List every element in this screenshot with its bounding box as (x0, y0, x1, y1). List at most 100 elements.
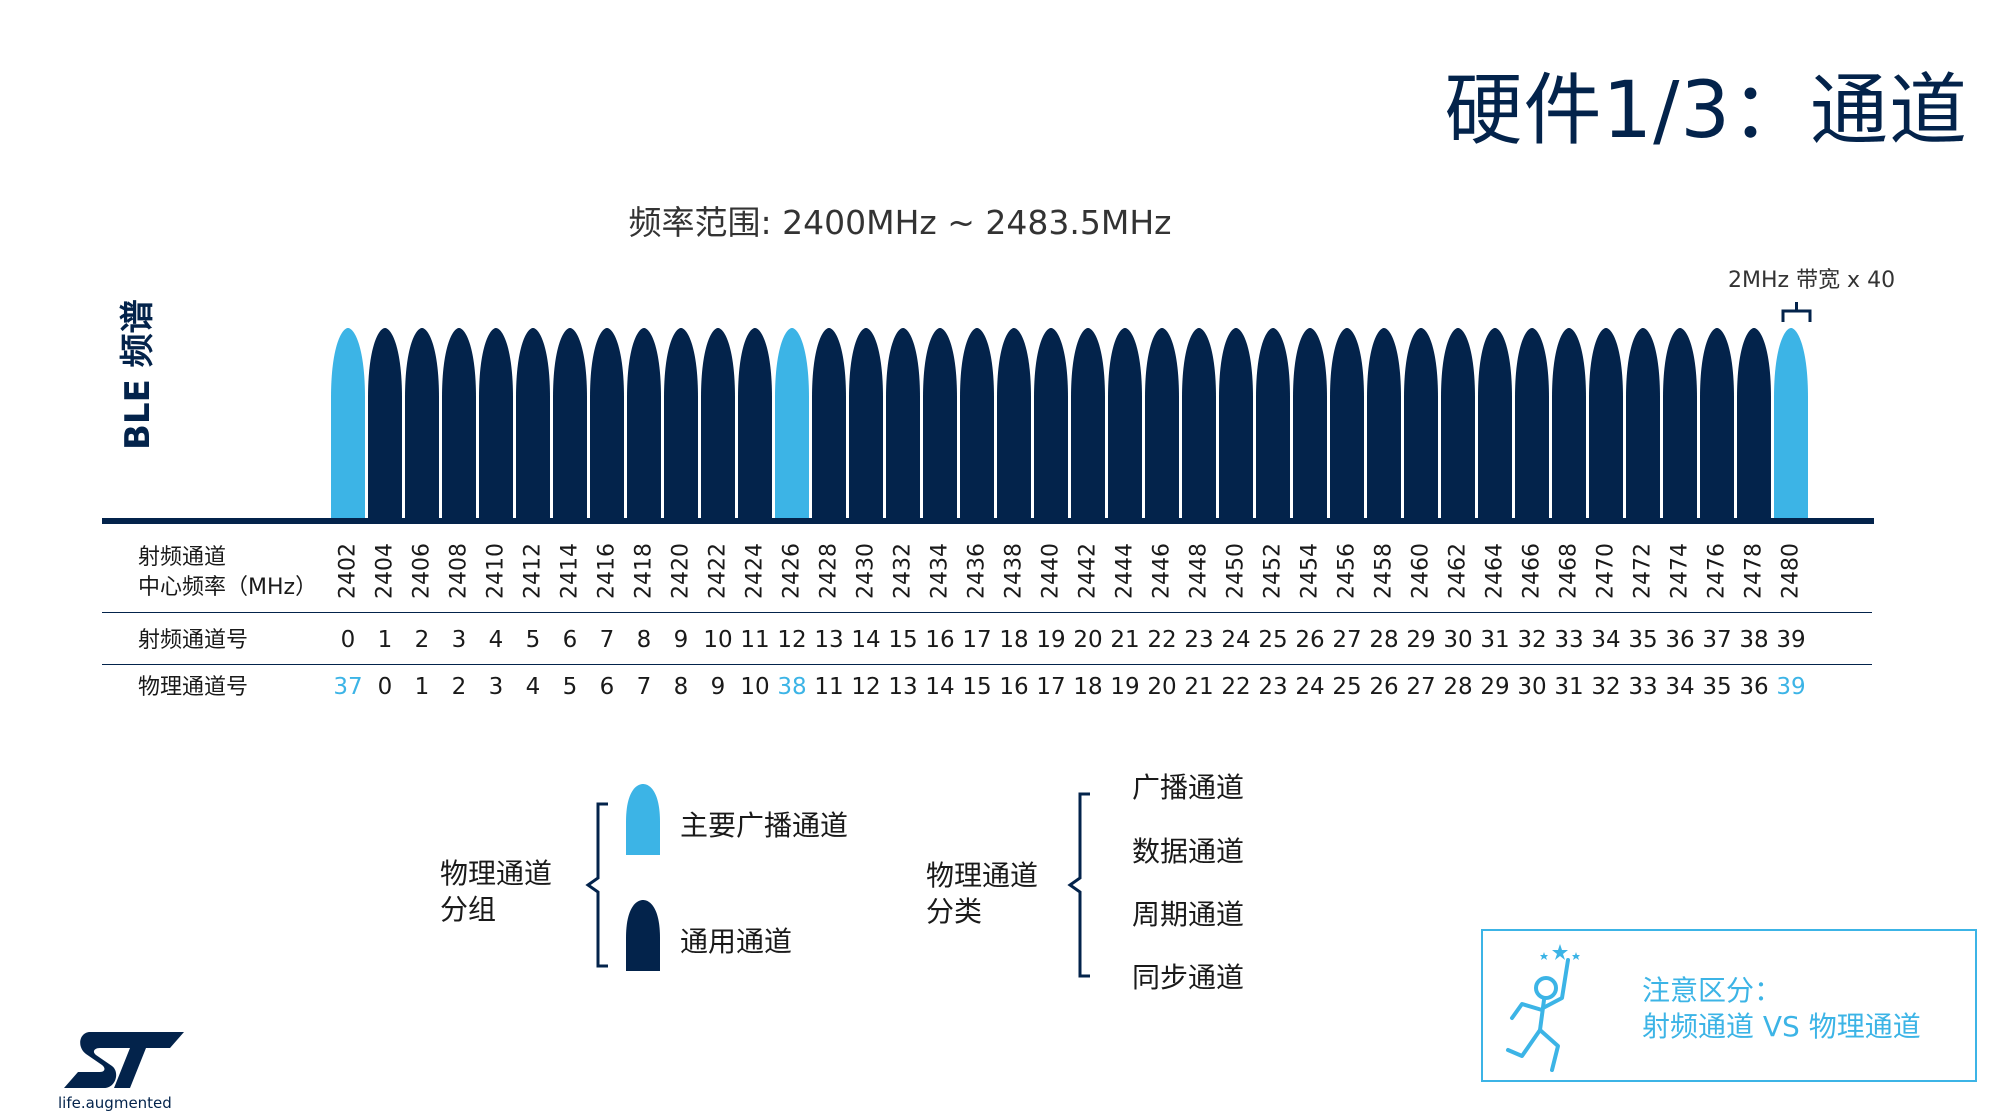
general-channel-lobe (516, 328, 550, 520)
rf-channel-number: 5 (525, 627, 541, 653)
general-channel-lobe (1034, 328, 1068, 520)
center-freq-value: 2454 (1297, 543, 1323, 599)
general-channel-lobe (627, 328, 661, 520)
rf-channel-number: 19 (1036, 627, 1066, 653)
center-freq-cell: 2422 (700, 540, 737, 602)
center-freq-cell: 2406 (404, 540, 441, 602)
center-freq-value: 2468 (1556, 543, 1582, 599)
center-freq-cell: 2440 (1033, 540, 1070, 602)
physical-channel-number: 5 (562, 674, 578, 700)
physical-channel-number: 20 (1147, 674, 1177, 700)
general-channel-lobe (701, 328, 735, 520)
general-channel-lobe (960, 328, 994, 520)
general-channel-lobe (368, 328, 402, 520)
general-channel-lobe (1108, 328, 1142, 520)
center-freq-value: 2420 (668, 543, 694, 599)
center-freq-cell: 2458 (1366, 540, 1403, 602)
rf-channel-number: 17 (962, 627, 992, 653)
center-freq-value: 2426 (779, 543, 805, 599)
physical-channel-number: 7 (636, 674, 652, 700)
center-freq-cell: 2450 (1218, 540, 1255, 602)
center-freq-row-label: 射频通道 中心频率（MHz） (138, 543, 317, 603)
rf-channel-number: 28 (1369, 627, 1399, 653)
center-freq-cell: 2426 (774, 540, 811, 602)
general-channel-lobe (1071, 328, 1105, 520)
rf-channel-row-label: 射频通道号 (138, 628, 249, 653)
physical-channel-number: 14 (925, 674, 955, 700)
class-item-advertising: 广播通道 (1132, 771, 1245, 804)
center-freq-cell: 2430 (848, 540, 885, 602)
rf-channel-number: 8 (636, 627, 652, 653)
grouping-brace-icon (585, 802, 608, 968)
advertising-channel-lobe (331, 328, 365, 520)
center-freq-cell: 2444 (1107, 540, 1144, 602)
primary-adv-label: 主要广播通道 (680, 809, 849, 842)
center-freq-cell: 2420 (663, 540, 700, 602)
general-channel-lobe (1293, 328, 1327, 520)
center-freq-value: 2466 (1519, 543, 1545, 599)
rf-channel-number: 30 (1443, 627, 1473, 653)
rf-channel-number: 10 (703, 627, 733, 653)
rf-channel-number: 15 (888, 627, 918, 653)
general-channel-lobe (849, 328, 883, 520)
physical-channel-number: 26 (1369, 674, 1399, 700)
rf-channel-number: 6 (562, 627, 578, 653)
physical-channel-number: 33 (1628, 674, 1658, 700)
physical-channel-number: 17 (1036, 674, 1066, 700)
page-title: 硬件1/3：通道 (1444, 66, 1968, 156)
physical-channel-number: 35 (1702, 674, 1732, 700)
center-freq-value: 2446 (1149, 543, 1175, 599)
rf-channel-number: 11 (740, 627, 770, 653)
physical-channel-number: 18 (1073, 674, 1103, 700)
physical-channel-number: 12 (851, 674, 881, 700)
row-divider (102, 612, 1872, 613)
rf-channel-number: 33 (1554, 627, 1584, 653)
rf-channel-number: 21 (1110, 627, 1140, 653)
physical-channel-number: 19 (1110, 674, 1140, 700)
center-freq-cell: 2402 (330, 540, 367, 602)
physical-channel-number: 10 (740, 674, 770, 700)
physical-channel-number: 32 (1591, 674, 1621, 700)
figure-stars-icon (1506, 944, 1580, 1072)
physical-channel-number: 30 (1517, 674, 1547, 700)
general-channel-lobe (1404, 328, 1438, 520)
frequency-range-text: 频率范围: 2400MHz ~ 2483.5MHz (628, 203, 1172, 242)
rf-channel-number: 35 (1628, 627, 1658, 653)
center-freq-cell: 2464 (1477, 540, 1514, 602)
center-freq-cell: 2446 (1144, 540, 1181, 602)
general-channel-lobe (1552, 328, 1586, 520)
physical-channel-number: 36 (1739, 674, 1769, 700)
general-channel-lobe (1589, 328, 1623, 520)
center-freq-value: 2458 (1371, 543, 1397, 599)
physical-channel-number: 29 (1480, 674, 1510, 700)
general-channel-lobe (442, 328, 476, 520)
physical-channel-number: 25 (1332, 674, 1362, 700)
classification-brace-icon (1067, 792, 1090, 978)
general-channel-lobe (923, 328, 957, 520)
center-freq-value: 2472 (1630, 543, 1656, 599)
class-item-sync: 同步通道 (1132, 961, 1245, 994)
center-freq-cell: 2434 (922, 540, 959, 602)
st-logo (64, 1032, 184, 1088)
center-freq-value: 2442 (1075, 543, 1101, 599)
general-channel-lobe (1700, 328, 1734, 520)
primary-adv-lobe-icon (626, 784, 660, 855)
center-freq-value: 2480 (1778, 543, 1804, 599)
physical-channel-number: 23 (1258, 674, 1288, 700)
rf-channel-number: 0 (340, 627, 356, 653)
rf-channel-number: 4 (488, 627, 504, 653)
physical-channel-number: 38 (777, 674, 807, 700)
center-freq-value: 2418 (631, 543, 657, 599)
general-channel-lobe (1367, 328, 1401, 520)
rf-channel-number: 16 (925, 627, 955, 653)
physical-channel-number: 9 (710, 674, 726, 700)
rf-channel-number: 18 (999, 627, 1029, 653)
center-freq-cell: 2416 (589, 540, 626, 602)
center-freq-value: 2470 (1593, 543, 1619, 599)
class-item-data: 数据通道 (1132, 835, 1245, 868)
general-channel-lobe (1441, 328, 1475, 520)
center-freq-value: 2406 (409, 543, 435, 599)
center-freq-cell: 2418 (626, 540, 663, 602)
note-text: 注意区分： 射频通道 VS 物理通道 (1642, 973, 1921, 1045)
center-freq-cell: 2466 (1514, 540, 1551, 602)
